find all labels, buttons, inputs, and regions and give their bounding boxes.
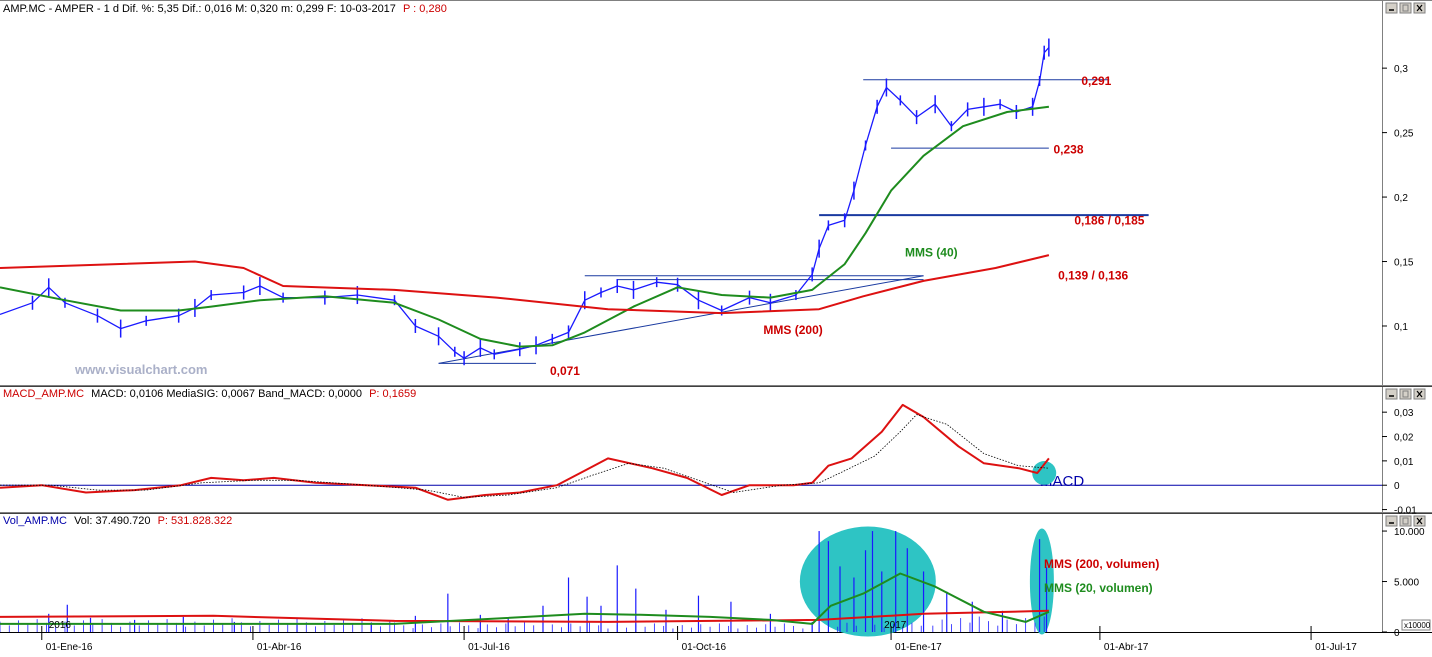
- maximize-icon[interactable]: [1399, 2, 1412, 14]
- macd-y-tick-label: 0: [1394, 481, 1400, 492]
- x-tick-label: 01-Ene-17: [895, 642, 942, 652]
- volume-header-value: Vol: 37.490.720: [74, 515, 150, 527]
- macd-y-tick-label: -0.01: [1394, 506, 1417, 517]
- price-y-tick-label: 0,25: [1394, 129, 1414, 140]
- volume-header: Vol_AMP.MC Vol: 37.490.720 P: 531.828.32…: [3, 515, 232, 527]
- volume-y-tick-label: 5.000: [1394, 578, 1419, 589]
- volume-legend-label: MMS (20, volumen): [1044, 581, 1153, 595]
- minimize-icon[interactable]: [1385, 515, 1398, 527]
- multiplier-box: [1401, 619, 1431, 631]
- close-icon[interactable]: [1413, 515, 1426, 527]
- price-annotation: 0,186 / 0,185: [1074, 213, 1144, 227]
- x-tick-label: 01-Abr-16: [257, 642, 302, 652]
- price-annotation: 0,291: [1081, 74, 1111, 88]
- macd-header-name: MACD_AMP.MC: [3, 388, 84, 400]
- price-annotation: 0,139 / 0,136: [1058, 269, 1128, 283]
- grid-layer: [0, 67, 1387, 640]
- macd-header: MACD_AMP.MC MACD: 0,0106 MediaSIG: 0,006…: [3, 388, 416, 400]
- price-panel-controls: [1385, 2, 1426, 14]
- macd-y-tick-label: 0,01: [1394, 457, 1414, 468]
- volume-y-tick-label: 10.000: [1394, 527, 1425, 538]
- x-tick-label: 01-Jul-16: [468, 642, 510, 652]
- volume-multiplier: x10000: [1404, 621, 1431, 630]
- macd-header-last: P: 0,1659: [369, 388, 416, 400]
- price-series-ma40: [0, 105, 1050, 348]
- year-label: 2016: [49, 620, 72, 631]
- highlight-layer: [799, 461, 1057, 637]
- close-icon[interactable]: [1413, 2, 1426, 14]
- macd-panel-controls: [1385, 388, 1426, 400]
- volume-y-tick-label: 0: [1394, 628, 1400, 639]
- price-annotation: 0,071: [550, 364, 580, 378]
- series-layer: [0, 38, 1149, 632]
- maximize-icon[interactable]: [1399, 388, 1412, 400]
- price-series-ma200: [0, 254, 1050, 315]
- price-annotation: MMS (40): [905, 246, 958, 260]
- price-annotation: MMS (200): [763, 323, 822, 337]
- volume-header-name: Vol_AMP.MC: [3, 515, 67, 527]
- price-y-tick-label: 0,2: [1394, 193, 1408, 204]
- minimize-icon[interactable]: [1385, 2, 1398, 14]
- macd-header-values: MACD: 0,0106 MediaSIG: 0,0067 Band_MACD:…: [91, 388, 362, 400]
- volume-series-vol200: [0, 609, 1049, 623]
- price-header-last: P : 0,280: [403, 3, 447, 15]
- price-y-tick-label: 0,3: [1394, 64, 1408, 75]
- macd-signal-line: [0, 414, 1049, 498]
- minimize-icon[interactable]: [1385, 388, 1398, 400]
- price-y-tick-label: 0,15: [1394, 258, 1414, 269]
- volume-highlight-large: [799, 526, 936, 637]
- macd-line: [0, 403, 1050, 501]
- x-tick-label: 01-Abr-17: [1104, 642, 1149, 652]
- price-annotation: 0,238: [1053, 142, 1083, 156]
- label-layer: 0,3 0,25 0,2 0,15 0,1 0,03 0,02 0,01 0 -0.01 10.00…: [46, 64, 1425, 653]
- macd-y-tick-label: 0,02: [1394, 433, 1414, 444]
- close-icon[interactable]: [1413, 388, 1426, 400]
- volume-highlight-small: [1029, 528, 1054, 635]
- x-tick-label: 01-Oct-16: [682, 642, 727, 652]
- price-header-text: AMP.MC - AMPER - 1 d Dif. %: 5,35 Dif.: …: [3, 3, 396, 15]
- volume-header-last: P: 531.828.322: [158, 515, 233, 527]
- year-label: 2017: [884, 620, 907, 631]
- price-y-tick-label: 0,1: [1394, 322, 1408, 333]
- x-tick-label: 01-Ene-16: [46, 642, 93, 652]
- volume-series-vol20: [0, 572, 1050, 625]
- macd-y-tick-label: 0,03: [1394, 408, 1414, 419]
- x-tick-label: 01-Jul-17: [1315, 642, 1357, 652]
- price-header: AMP.MC - AMPER - 1 d Dif. %: 5,35 Dif.: …: [3, 3, 447, 15]
- volume-legend-label: MMS (200, volumen): [1044, 557, 1159, 571]
- watermark: www.visualchart.com: [74, 362, 207, 377]
- volume-panel-controls: [1385, 515, 1426, 527]
- maximize-icon[interactable]: [1399, 515, 1412, 527]
